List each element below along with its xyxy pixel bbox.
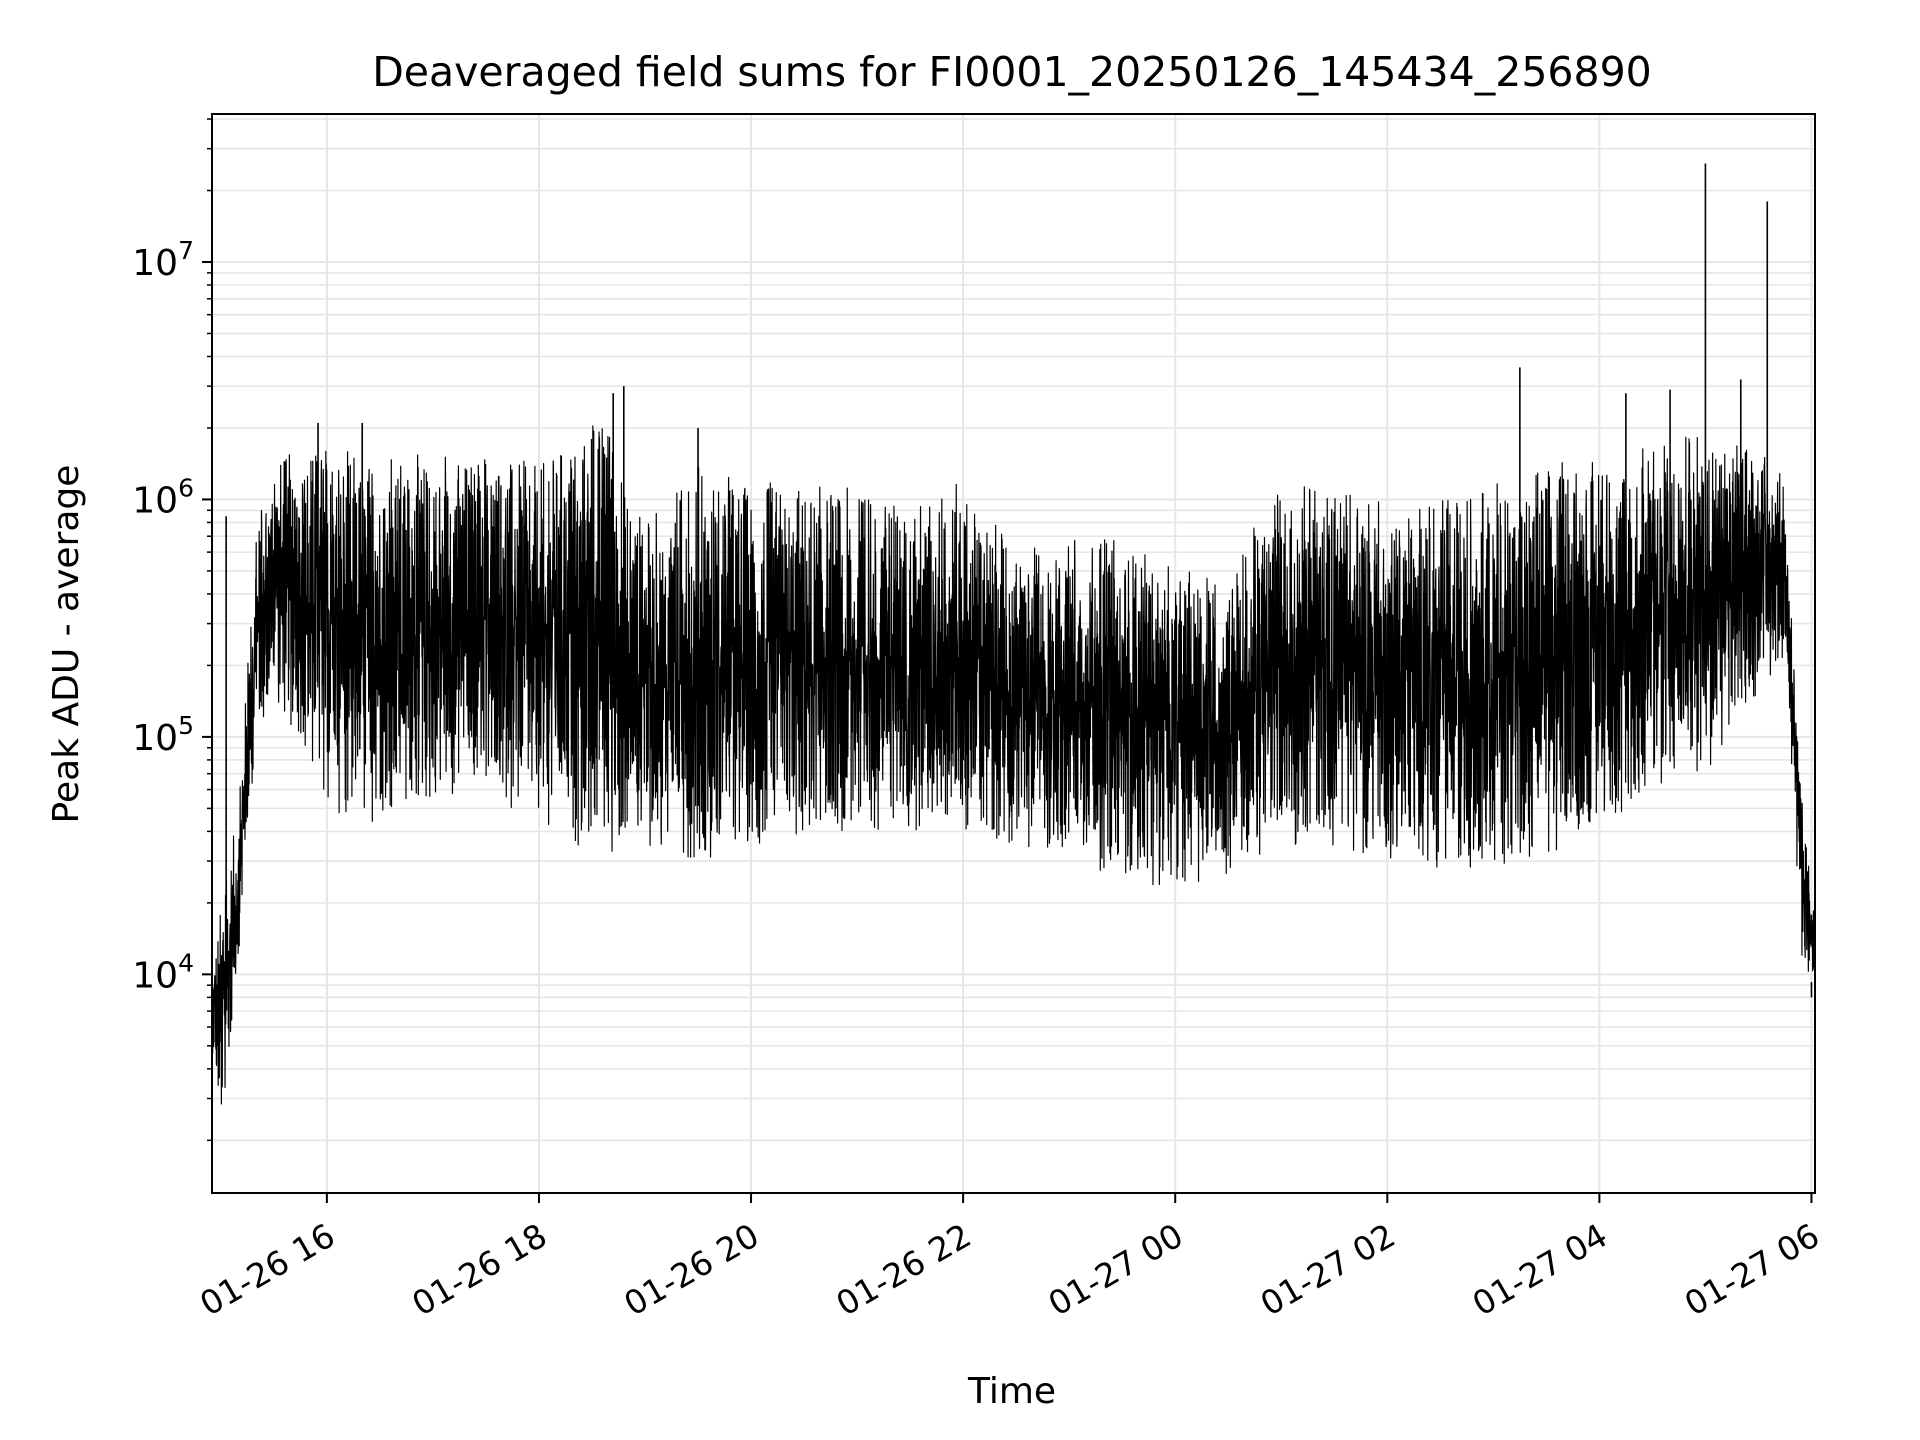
series-layer [211,163,1816,1105]
chart-title: Deaveraged field sums for FI0001_2025012… [372,48,1652,96]
x-axis-label: Time [967,1371,1056,1412]
plot-frame [211,113,1816,1194]
series-trace [211,425,1816,1105]
y-axis-label: Peak ADU - average [46,465,87,824]
y-tick-label: 106 [132,473,194,521]
y-tick-label: 104 [132,948,194,996]
y-tick-label: 107 [132,236,194,284]
y-tick-label: 105 [132,711,194,759]
